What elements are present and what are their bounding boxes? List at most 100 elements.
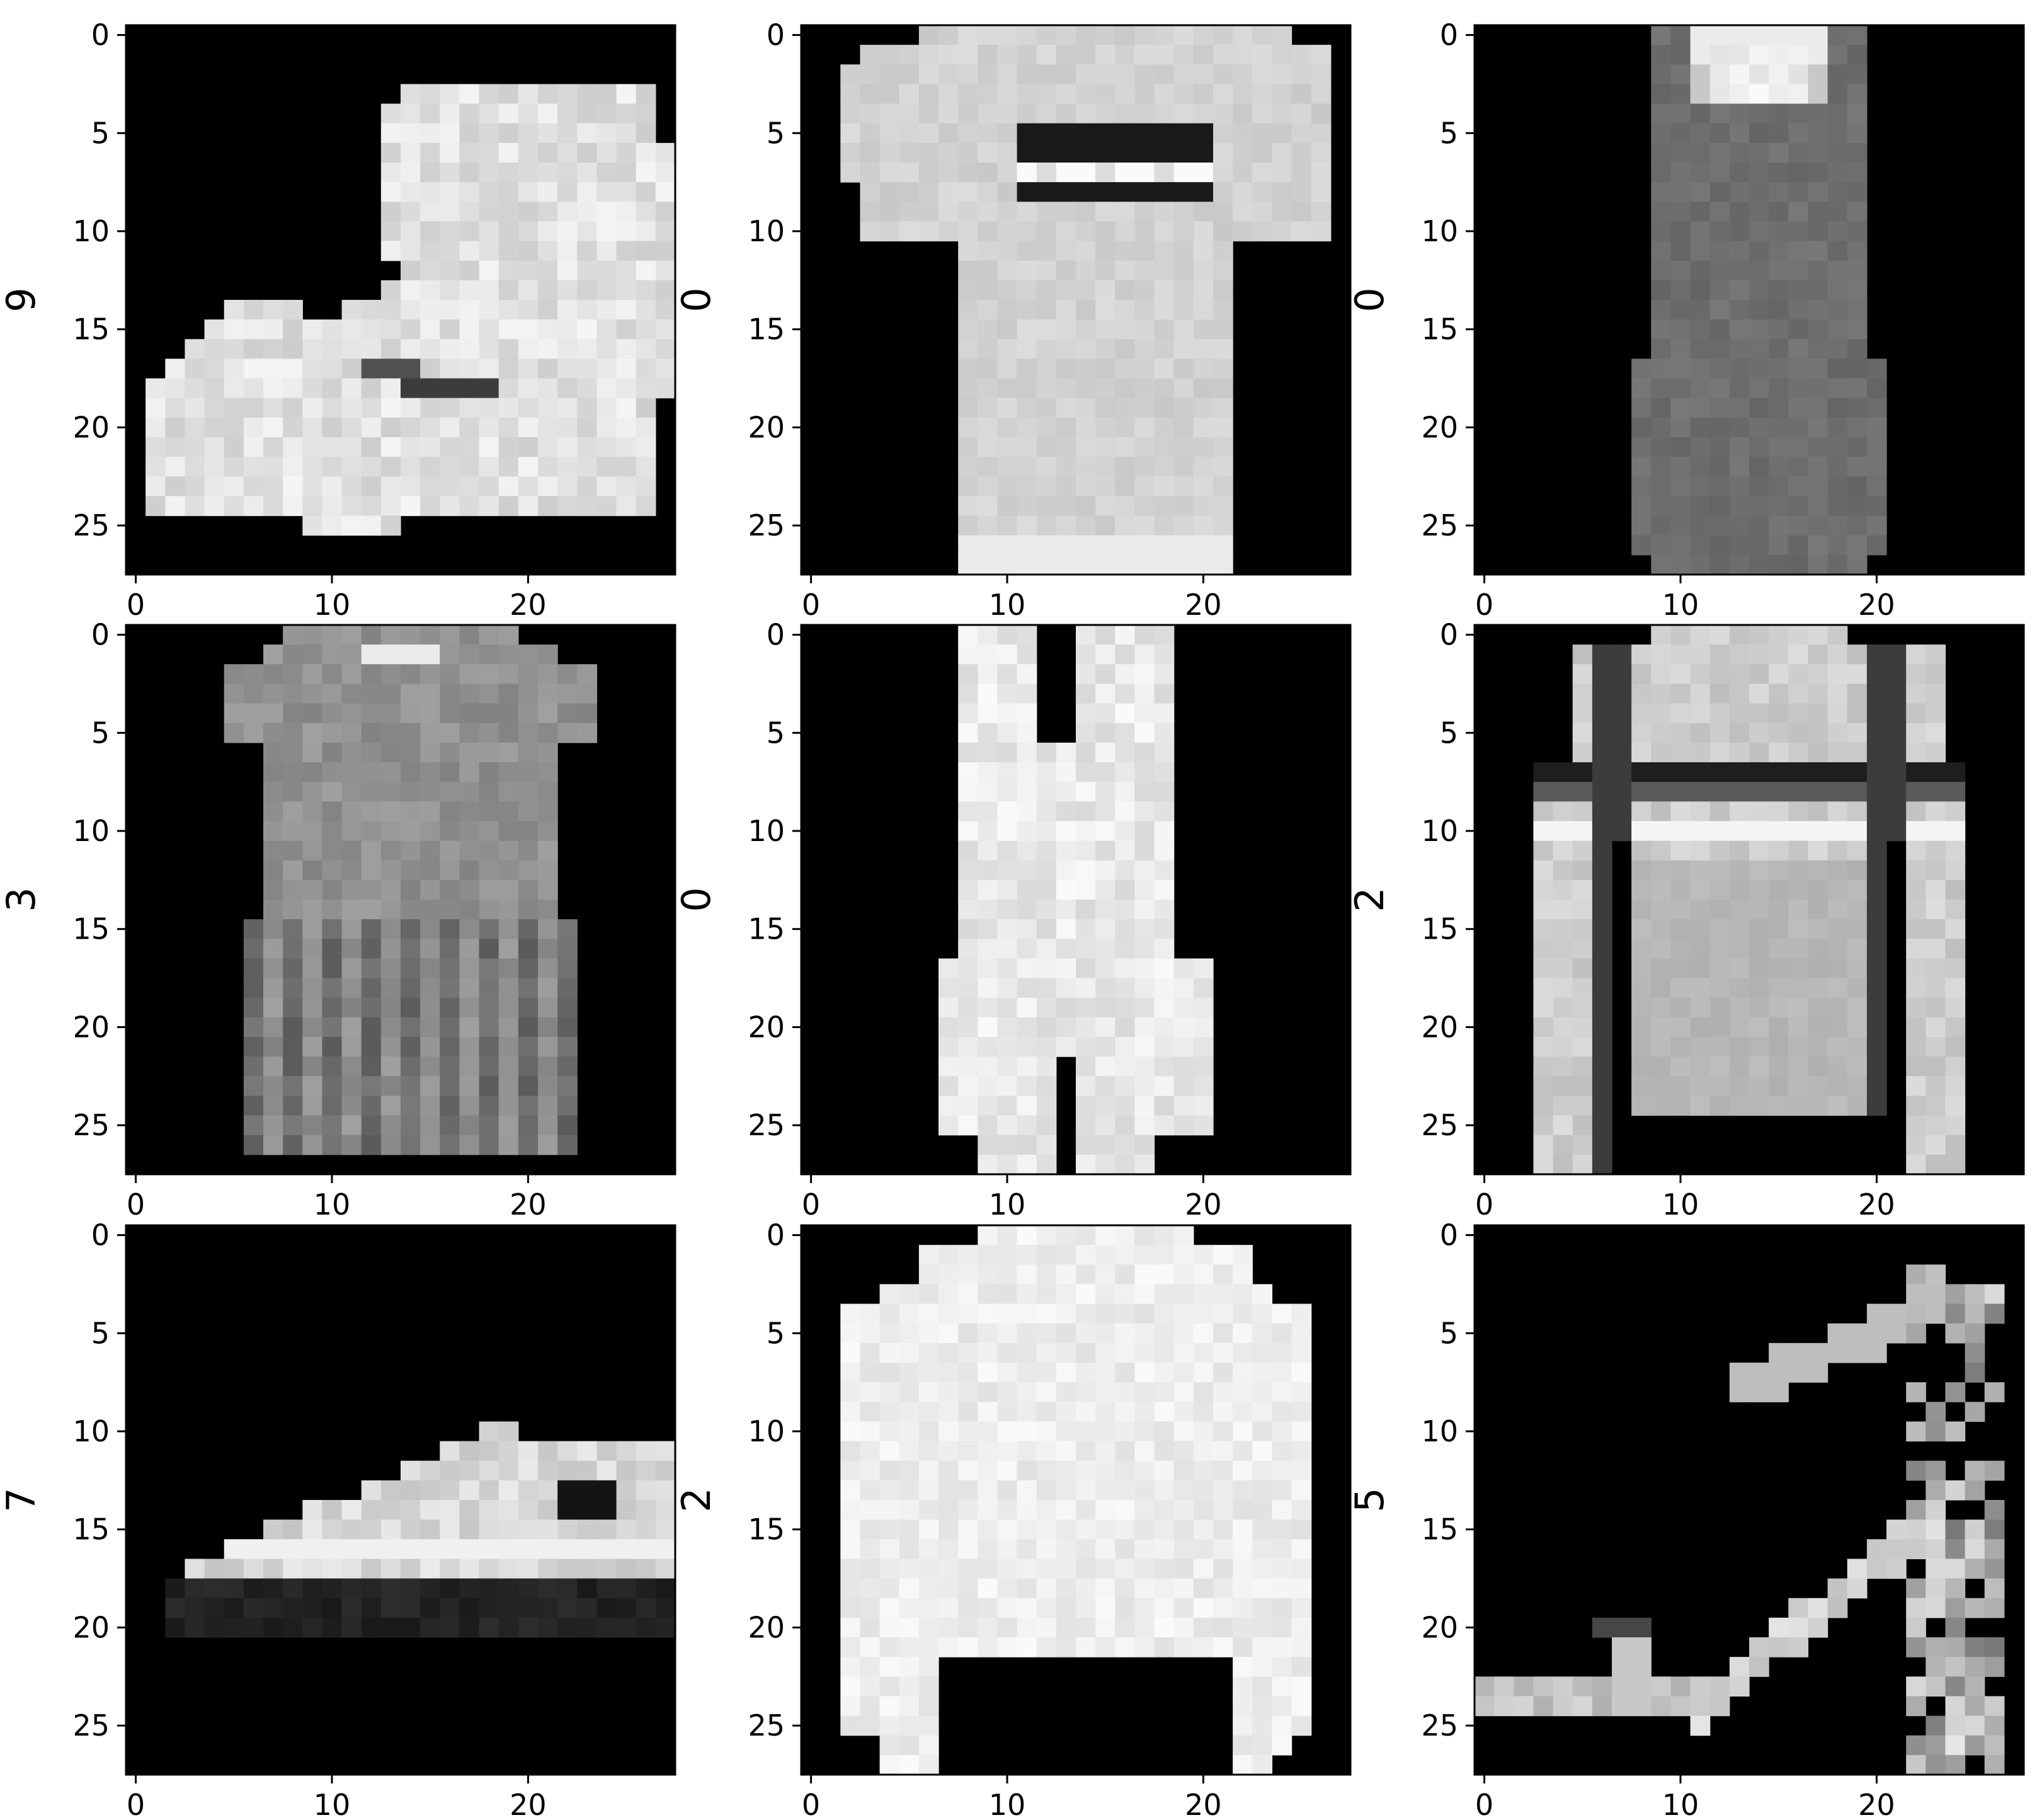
y-tick-label: 25 <box>1421 1108 1458 1142</box>
panel-ylabel: 3 <box>0 887 44 912</box>
y-tick-label: 25 <box>748 1108 785 1142</box>
panel-6: 010200510152025Pullover shirt2 <box>1347 618 2025 1268</box>
y-tick-label: 25 <box>1421 508 1458 542</box>
y-tick-label: 10 <box>748 814 785 848</box>
y-tick-label: 0 <box>91 1218 110 1252</box>
y-tick-label: 20 <box>748 1610 785 1644</box>
y-tick-label: 15 <box>72 1513 110 1547</box>
y-tick-label: 0 <box>1440 618 1458 652</box>
panel-image <box>126 1225 676 1775</box>
panel-image <box>801 1225 1350 1775</box>
x-tick-label: 10 <box>1662 588 1699 622</box>
y-tick-label: 25 <box>72 1708 110 1743</box>
x-tick-label: 20 <box>1185 1188 1222 1222</box>
y-tick-label: 5 <box>91 716 110 750</box>
x-tick-label: 0 <box>127 1788 145 1820</box>
panel-ylabel: 5 <box>1347 1487 1393 1512</box>
panel-8: 010200510152025Pullover shirt2 <box>673 1218 1352 1820</box>
panel-frame <box>1473 624 2025 1176</box>
y-tick-label: 15 <box>72 312 110 346</box>
y-tick-label: 10 <box>72 1414 110 1448</box>
y-tick-label: 0 <box>91 618 110 652</box>
y-tick-label: 20 <box>72 1610 110 1644</box>
x-tick-label: 0 <box>127 588 145 622</box>
y-tick-label: 5 <box>767 716 785 750</box>
y-tick-label: 0 <box>1440 18 1458 52</box>
x-tick-label: 10 <box>1662 1188 1699 1222</box>
panel-ylabel: 0 <box>673 887 719 912</box>
y-tick-label: 15 <box>1421 312 1458 346</box>
panel-frame <box>800 1224 1352 1776</box>
panel-image <box>801 625 1350 1175</box>
y-tick-label: 25 <box>1421 1708 1458 1743</box>
x-tick-label: 10 <box>989 588 1026 622</box>
panel-image <box>1475 625 2024 1175</box>
panel-image <box>1475 1225 2024 1775</box>
y-tick-label: 25 <box>748 508 785 542</box>
x-tick-label: 20 <box>1858 1188 1895 1222</box>
y-tick-label: 5 <box>767 1316 785 1350</box>
panel-image <box>126 25 676 575</box>
x-tick-label: 0 <box>802 1188 820 1222</box>
x-tick-label: 10 <box>314 1188 351 1222</box>
panel-image <box>126 625 675 1174</box>
y-tick-label: 20 <box>748 1010 785 1044</box>
x-tick-label: 20 <box>510 588 547 622</box>
x-tick-label: 20 <box>510 1188 547 1222</box>
y-tick-label: 10 <box>1421 214 1458 248</box>
panel-3: 010200510152025T-shirt/top0 <box>1347 18 2025 668</box>
y-tick-label: 25 <box>748 1708 785 1743</box>
x-tick-label: 0 <box>802 1788 820 1820</box>
x-tick-label: 10 <box>989 1788 1026 1820</box>
x-tick-label: 20 <box>1858 1788 1895 1820</box>
panel-2: 010200510152025T-shirt/top0 <box>673 18 1352 668</box>
panel-ylabel: 9 <box>0 287 44 312</box>
panel-image <box>1475 25 2024 575</box>
y-tick-label: 25 <box>72 508 110 542</box>
x-tick-label: 0 <box>802 588 820 622</box>
x-tick-label: 10 <box>314 1788 351 1820</box>
y-tick-label: 15 <box>748 1513 785 1547</box>
y-tick-label: 5 <box>91 116 110 150</box>
y-tick-label: 20 <box>1421 1610 1458 1644</box>
y-tick-label: 15 <box>1421 1513 1458 1547</box>
y-tick-label: 25 <box>72 1108 110 1142</box>
y-tick-label: 15 <box>1421 912 1458 946</box>
x-tick-label: 20 <box>510 1788 547 1820</box>
y-tick-label: 0 <box>767 18 785 52</box>
y-tick-label: 10 <box>748 1414 785 1448</box>
y-tick-label: 0 <box>91 18 110 52</box>
x-tick-label: 10 <box>989 1188 1026 1222</box>
panel-frame <box>800 24 1352 576</box>
panel-frame <box>1473 1224 2025 1776</box>
panel-5: 010200510152025T-shirt/top0 <box>673 618 1352 1268</box>
x-tick-label: 20 <box>1185 1788 1222 1820</box>
panel-ylabel: 2 <box>1347 887 1393 912</box>
panel-frame <box>125 24 676 576</box>
panel-image <box>801 25 1350 575</box>
y-tick-label: 5 <box>1440 1316 1458 1350</box>
panel-1: 010200510152025Ankle boot9 <box>0 18 676 668</box>
x-tick-label: 0 <box>1475 1788 1493 1820</box>
panel-ylabel: 0 <box>1347 287 1393 312</box>
y-tick-label: 5 <box>91 1316 110 1350</box>
y-tick-label: 0 <box>767 1218 785 1252</box>
y-tick-label: 10 <box>1421 1414 1458 1448</box>
y-tick-label: 20 <box>72 410 110 444</box>
panel-frame <box>800 624 1352 1176</box>
x-tick-label: 0 <box>1475 1188 1493 1222</box>
panel-frame <box>125 1224 676 1776</box>
y-tick-label: 10 <box>72 814 110 848</box>
panel-ylabel: 7 <box>0 1487 44 1512</box>
panel-7: 010200510152025Sneaker7 <box>0 1218 676 1820</box>
y-tick-label: 5 <box>1440 716 1458 750</box>
y-tick-label: 20 <box>72 1010 110 1044</box>
x-tick-label: 0 <box>127 1188 145 1222</box>
y-tick-label: 5 <box>1440 116 1458 150</box>
panel-ylabel: 2 <box>673 1487 719 1512</box>
x-tick-label: 10 <box>1662 1788 1699 1820</box>
panel-frame <box>125 624 676 1176</box>
y-tick-label: 10 <box>748 214 785 248</box>
y-tick-label: 15 <box>748 912 785 946</box>
